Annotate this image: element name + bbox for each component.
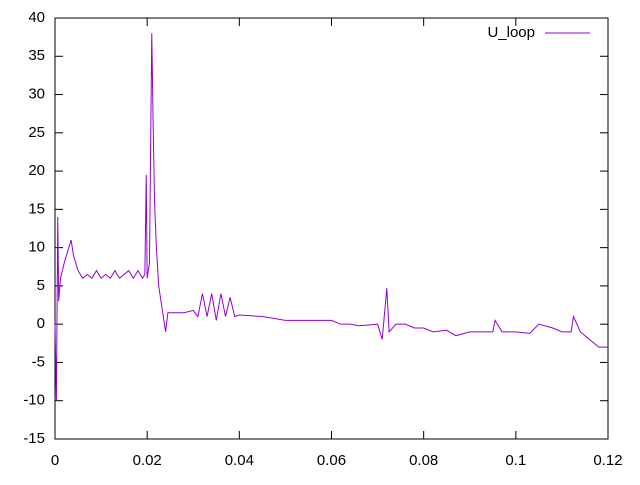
line-series: [54, 33, 608, 401]
y-tick-label: -5: [32, 353, 45, 370]
y-tick-label: 10: [28, 239, 45, 256]
plot-frame: [54, 17, 609, 440]
x-tick-label: 0.1: [505, 452, 526, 469]
x-tick-label: 0.02: [133, 452, 162, 469]
y-tick-label: -10: [23, 392, 45, 409]
y-tick-label: 0: [37, 315, 45, 332]
y-tick-label: -15: [23, 430, 45, 447]
y-tick-label: 5: [37, 277, 45, 294]
y-tick-label: 20: [28, 162, 45, 179]
legend-label: U_loop: [487, 24, 535, 41]
x-tick-label: 0: [51, 452, 59, 469]
y-tick-label: 15: [28, 200, 45, 217]
x-tick-label: 0.04: [225, 452, 254, 469]
y-tick-label: 25: [28, 124, 45, 141]
y-tick-label: 30: [28, 86, 45, 103]
y-tick-label: 35: [28, 47, 45, 64]
x-tick-label: 0.12: [593, 452, 622, 469]
x-tick-label: 0.06: [317, 452, 346, 469]
x-tick-label: 0.08: [409, 452, 438, 469]
y-tick-label: 40: [28, 9, 45, 26]
